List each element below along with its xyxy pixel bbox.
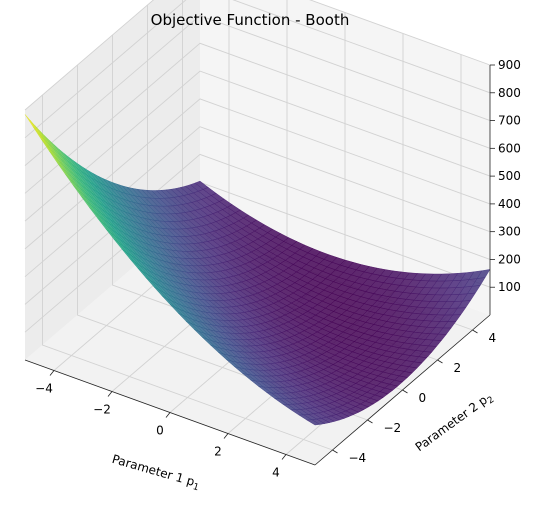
grid-line-z: [24, 153, 491, 305]
grid-line-z: [24, 0, 491, 139]
chart-title: Objective Function - Booth: [151, 11, 350, 29]
y-tick-label: 4: [489, 331, 497, 345]
x-tick: [223, 433, 229, 439]
y-tick: [332, 449, 338, 454]
x-tick-label: 4: [272, 466, 280, 480]
y-tick-label: −4: [349, 451, 367, 465]
z-tick-label: 600: [498, 141, 521, 155]
grid-line-z: [24, 126, 491, 278]
y-tick-label: 2: [454, 361, 462, 375]
x-tick-label: 0: [156, 424, 164, 438]
z-tick-label: 700: [498, 114, 521, 128]
grid-line-z: [24, 15, 491, 166]
z-tick-label: 100: [498, 280, 521, 294]
z-tick-label: 200: [498, 252, 521, 266]
z-tick-label: 800: [498, 86, 521, 100]
x-tick: [165, 412, 171, 418]
tick-labels: −4 −2 0 2 4 −4 −2 0 2 4 100 200 300 400 500 600 700 800 90…: [35, 58, 521, 480]
grid-line-z: [24, 42, 491, 194]
y-tick-label: −2: [384, 421, 402, 435]
y-tick: [437, 359, 443, 364]
x-tick: [281, 454, 287, 460]
y-tick: [472, 329, 478, 334]
x-tick-label: −2: [93, 403, 111, 417]
grid-line-z: [24, 0, 491, 111]
surface-facet: [306, 419, 321, 426]
z-tick-label: 400: [498, 197, 521, 211]
surface-mesh: [24, 114, 491, 426]
z-tick-label: 300: [498, 225, 521, 239]
y-tick: [402, 389, 408, 394]
x-tick-label: 2: [214, 445, 222, 459]
x-tick: [107, 391, 113, 397]
y-tick-label: 0: [419, 391, 427, 405]
x-tick-label: −4: [35, 382, 53, 396]
x-axis-label: Parameter 1 p1: [110, 452, 202, 493]
z-tick-label: 900: [498, 58, 521, 72]
y-tick: [367, 419, 373, 424]
z-tick-label: 500: [498, 169, 521, 183]
x-tick: [49, 370, 55, 376]
